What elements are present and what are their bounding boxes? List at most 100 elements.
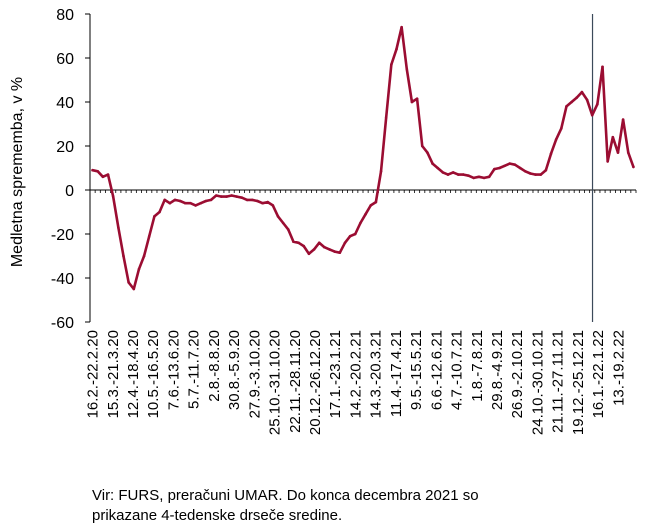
y-tick-label: -20 bbox=[51, 227, 74, 244]
data-point bbox=[328, 248, 331, 251]
data-point bbox=[395, 47, 398, 51]
data-point bbox=[529, 172, 532, 175]
data-point bbox=[400, 25, 403, 29]
data-point bbox=[539, 173, 543, 176]
data-point bbox=[369, 204, 373, 207]
y-tick-label: 80 bbox=[56, 7, 74, 24]
data-point bbox=[220, 195, 223, 198]
data-point bbox=[117, 226, 120, 229]
x-tick-label: 13.-19.2.22 bbox=[610, 330, 627, 406]
x-tick-label: 2.8.-8.8.20 bbox=[206, 330, 223, 402]
data-point bbox=[575, 96, 579, 99]
x-tick-label: 14.2.-20.2.21 bbox=[347, 330, 364, 418]
data-point bbox=[451, 171, 455, 174]
data-point bbox=[493, 167, 496, 171]
x-tick-label: 25.10.-31.10.20 bbox=[267, 330, 284, 435]
x-tick-label: 27.9.-3.10.20 bbox=[246, 330, 263, 418]
data-point bbox=[173, 198, 177, 202]
y-tick-label: 40 bbox=[56, 95, 74, 112]
data-point bbox=[565, 105, 568, 108]
data-point bbox=[472, 176, 476, 180]
y-axis: -60 -40 -20 0 20 40 60 80 bbox=[51, 7, 91, 332]
data-point bbox=[585, 98, 589, 102]
y-tick-label: -40 bbox=[51, 271, 74, 288]
data-point bbox=[436, 166, 439, 170]
data-point bbox=[189, 201, 192, 205]
plot-area bbox=[91, 14, 635, 322]
x-tick-label: 16.1.-22.1.22 bbox=[590, 330, 607, 418]
data-point bbox=[122, 254, 125, 258]
data-point bbox=[168, 201, 172, 205]
data-point bbox=[364, 212, 367, 216]
data-point bbox=[544, 168, 548, 172]
data-point bbox=[359, 221, 362, 225]
data-point bbox=[467, 174, 470, 177]
data-point bbox=[534, 173, 537, 176]
x-tick-label: 10.5.-16.5.20 bbox=[145, 330, 162, 418]
data-point bbox=[96, 170, 100, 173]
data-point bbox=[508, 162, 512, 165]
data-point bbox=[503, 164, 506, 168]
data-point bbox=[256, 199, 259, 203]
data-point bbox=[498, 166, 501, 170]
data-point bbox=[456, 173, 460, 176]
data-point bbox=[101, 175, 105, 179]
data-point bbox=[549, 152, 553, 155]
data-point bbox=[554, 138, 558, 141]
x-tick-label: 30.8.-5.9.20 bbox=[226, 330, 243, 410]
data-point bbox=[137, 267, 141, 271]
data-point bbox=[261, 201, 264, 205]
data-point bbox=[297, 241, 300, 245]
y-tick-label: 60 bbox=[56, 51, 74, 68]
x-tick-label: 1.8.-7.8.21 bbox=[469, 330, 486, 402]
data-point bbox=[250, 198, 254, 202]
x-tick-label: 17.1.-23.1.21 bbox=[327, 330, 344, 418]
data-point bbox=[276, 215, 280, 218]
data-point bbox=[302, 244, 306, 248]
data-point bbox=[199, 201, 203, 205]
data-point bbox=[487, 175, 491, 179]
x-tick-label: 15.3.-21.3.20 bbox=[105, 330, 122, 418]
x-tick-label: 4.7.-10.7.21 bbox=[449, 330, 466, 410]
data-point bbox=[513, 163, 517, 166]
data-point bbox=[287, 228, 290, 231]
data-point bbox=[462, 173, 465, 176]
data-point bbox=[106, 173, 110, 176]
data-point bbox=[281, 221, 285, 225]
data-point bbox=[142, 254, 146, 258]
data-point bbox=[292, 240, 295, 243]
data-point bbox=[611, 135, 615, 139]
data-point bbox=[147, 234, 151, 238]
x-tick-label: 12.4.-18.4.20 bbox=[125, 330, 142, 418]
line-chart: -60 -40 -20 0 20 40 60 80 16.2.-22.2.20 15.3.-21… bbox=[9, 7, 637, 435]
data-point bbox=[518, 166, 522, 170]
data-point bbox=[632, 165, 635, 169]
data-point bbox=[225, 195, 228, 198]
data-point bbox=[312, 248, 316, 251]
data-point bbox=[194, 204, 197, 207]
data-point bbox=[240, 196, 244, 199]
x-axis: 16.2.-22.2.20 15.3.-21.3.20 12.4.-18.4.20 1… bbox=[85, 189, 637, 435]
data-point bbox=[446, 173, 450, 176]
data-point bbox=[307, 252, 311, 256]
data-point bbox=[426, 151, 429, 154]
series-line bbox=[91, 25, 635, 291]
x-tick-label: 29.8.-4.9.21 bbox=[489, 330, 506, 410]
data-point bbox=[209, 198, 213, 202]
data-point bbox=[323, 245, 326, 249]
y-tick-label: -60 bbox=[51, 315, 74, 332]
data-point bbox=[348, 234, 352, 238]
data-point bbox=[390, 63, 393, 66]
data-point bbox=[415, 97, 419, 100]
data-point bbox=[178, 199, 182, 203]
data-point bbox=[245, 198, 249, 202]
x-tick-label: 26.9.-2.10.21 bbox=[509, 330, 526, 418]
data-point bbox=[560, 127, 563, 130]
data-point bbox=[214, 194, 218, 197]
x-tick-label: 19.12.-25.12.21 bbox=[570, 330, 587, 435]
data-point bbox=[523, 170, 527, 173]
data-point bbox=[621, 118, 625, 121]
data-point bbox=[580, 90, 584, 94]
source-note: Vir: FURS, preračuni UMAR. Do konca dece… bbox=[92, 487, 479, 524]
data-point bbox=[158, 210, 161, 214]
